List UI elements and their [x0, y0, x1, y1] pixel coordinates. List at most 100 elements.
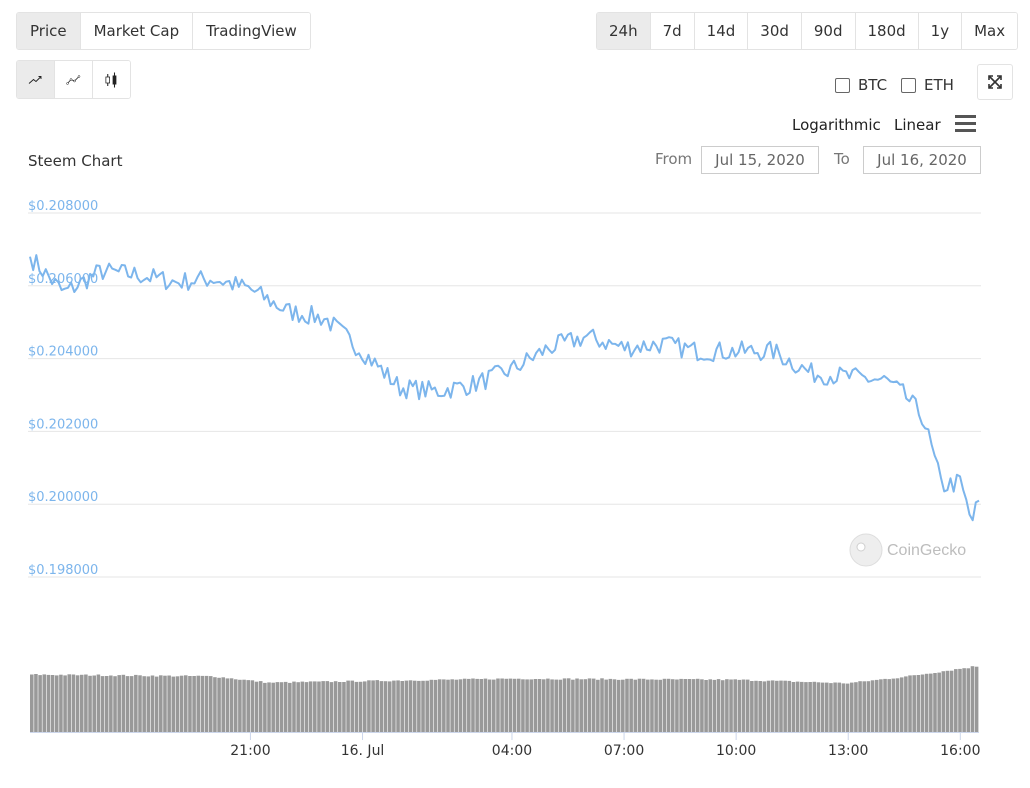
volume-bar	[263, 682, 267, 732]
volume-bar	[313, 681, 317, 732]
line-chart-icon[interactable]	[17, 61, 54, 98]
volume-bar	[179, 675, 184, 732]
volume-bar	[296, 682, 300, 732]
tab-tradingview[interactable]: TradingView	[192, 13, 310, 49]
volume-bar	[46, 674, 51, 732]
volume-bar	[387, 681, 392, 732]
expand-icon	[988, 75, 1002, 89]
volume-bar	[63, 675, 67, 732]
volume-bar	[142, 676, 146, 732]
volume-bar	[741, 679, 746, 732]
volume-bar	[504, 678, 509, 732]
volume-bar	[733, 679, 737, 732]
volume-bar	[508, 678, 513, 732]
compare-eth-checkbox[interactable]: ETH	[901, 76, 954, 94]
volume-bar	[691, 679, 696, 732]
volume-bar	[454, 679, 459, 732]
volume-bar	[271, 682, 275, 732]
volume-bar	[379, 681, 384, 732]
volume-bar	[487, 679, 492, 732]
volume-bar	[138, 675, 142, 732]
fullscreen-button[interactable]	[977, 64, 1013, 100]
volume-bar	[941, 671, 946, 732]
volume-bar	[633, 679, 638, 732]
from-date-input[interactable]: Jul 15, 2020	[701, 146, 819, 174]
tab-price[interactable]: Price	[17, 13, 80, 49]
volume-bar	[88, 675, 92, 732]
checkbox-box[interactable]	[835, 77, 850, 93]
volume-bar	[737, 679, 742, 732]
volume-bar	[354, 681, 359, 732]
range-max[interactable]: Max	[961, 13, 1018, 49]
range-24h[interactable]: 24h	[597, 13, 650, 49]
volume-bar	[483, 678, 488, 732]
volume-bar	[79, 674, 84, 732]
volume-bar	[887, 679, 891, 732]
volume-bar	[433, 679, 438, 732]
range-7d[interactable]: 7d	[649, 13, 694, 49]
volume-bar	[288, 682, 292, 732]
hamburger-menu-icon[interactable]	[955, 115, 976, 132]
range-30d[interactable]: 30d	[747, 13, 801, 49]
volume-bar	[213, 677, 217, 732]
volume-bar	[113, 676, 117, 732]
compare-btc-label: BTC	[858, 76, 888, 94]
volume-bar	[533, 679, 538, 732]
volume-bar	[970, 666, 975, 732]
volume-bar	[621, 679, 625, 732]
volume-bar	[770, 680, 775, 732]
volume-bar	[899, 677, 904, 732]
candlestick-icon[interactable]	[92, 61, 130, 98]
volume-bar	[437, 679, 442, 732]
chart-style-tabs	[16, 60, 131, 99]
volume-bar	[895, 678, 900, 732]
volume-bar	[571, 679, 575, 732]
compare-btc-checkbox[interactable]: BTC	[835, 76, 887, 94]
volume-bar	[317, 681, 321, 732]
volume-bar	[812, 681, 817, 732]
range-1y[interactable]: 1y	[917, 13, 962, 49]
volume-bar	[342, 682, 346, 732]
coingecko-watermark: CoinGecko	[849, 533, 966, 567]
volume-bar	[879, 679, 883, 732]
volume-bar	[566, 678, 571, 732]
volume-bar	[550, 679, 554, 732]
volume-bar	[800, 681, 804, 732]
volume-bar	[849, 682, 854, 732]
volume-bar	[429, 679, 434, 732]
volume-bar	[134, 674, 138, 732]
volume-bar	[700, 679, 704, 732]
volume-bar	[537, 679, 542, 732]
volume-bar	[916, 675, 921, 732]
volume-bar	[450, 679, 454, 732]
volume-bar	[446, 679, 450, 732]
range-14d[interactable]: 14d	[693, 13, 748, 49]
y-tick-label: $0.202000	[28, 417, 98, 432]
volume-bar	[704, 680, 708, 732]
checkbox-box[interactable]	[901, 77, 916, 93]
range-90d[interactable]: 90d	[800, 13, 855, 49]
volume-bar	[184, 675, 188, 732]
line-points-chart-icon[interactable]	[54, 61, 92, 98]
volume-bar	[891, 678, 896, 732]
volume-bar	[304, 682, 309, 732]
to-date-input[interactable]: Jul 16, 2020	[863, 146, 981, 174]
tab-market-cap[interactable]: Market Cap	[79, 13, 193, 49]
volume-bar	[525, 679, 529, 732]
volume-bar	[34, 674, 38, 732]
scale-logarithmic-button[interactable]: Logarithmic	[792, 116, 881, 134]
range-180d[interactable]: 180d	[854, 13, 918, 49]
volume-bar	[383, 681, 388, 732]
volume-bar	[50, 675, 55, 732]
volume-bar	[546, 678, 550, 732]
volume-bar	[358, 681, 363, 732]
volume-bar	[966, 668, 971, 732]
volume-bar	[175, 676, 180, 732]
scale-linear-button[interactable]: Linear	[894, 116, 941, 134]
volume-bar	[596, 679, 600, 732]
volume-bar	[109, 675, 113, 732]
volume-bar	[854, 682, 858, 732]
volume-bar	[217, 677, 221, 732]
volume-bar	[496, 678, 500, 732]
volume-bar	[400, 681, 404, 732]
